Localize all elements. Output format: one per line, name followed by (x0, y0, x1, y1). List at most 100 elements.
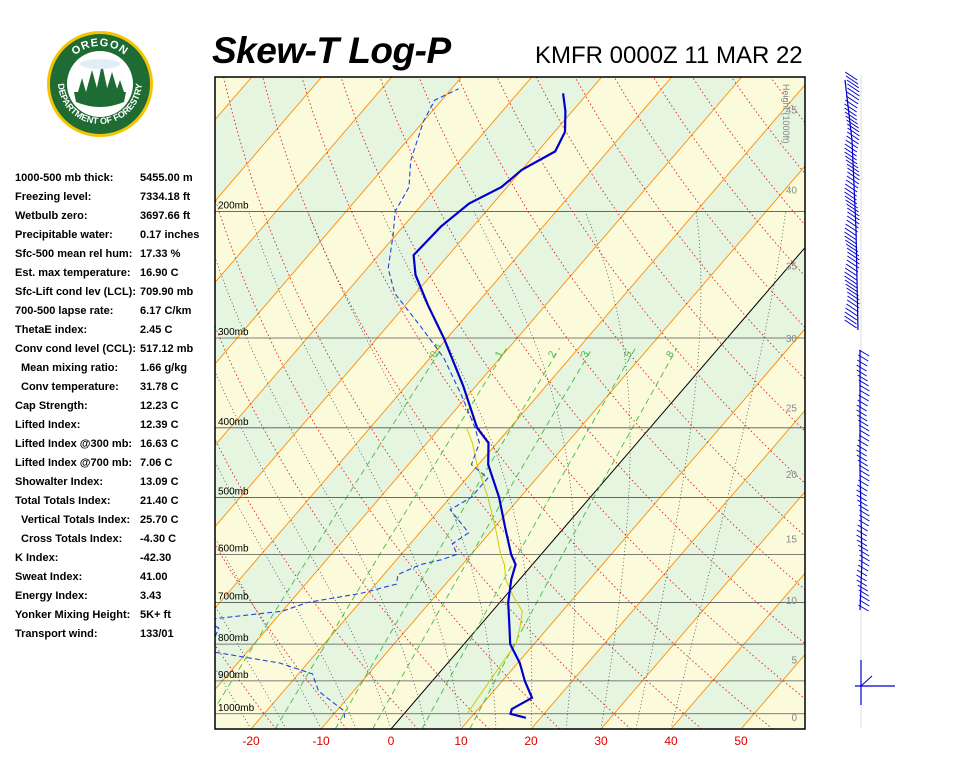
wind-barb-staff (844, 79, 859, 331)
isotherm-line (215, 77, 743, 691)
isotherm-band (321, 166, 805, 729)
index-row: Lifted Index: 12.39 C (15, 416, 225, 435)
wind-barb (847, 83, 860, 93)
wind-barb (846, 91, 860, 101)
wind-barb-column (844, 71, 895, 728)
mixing-ratio-label: 1 (493, 349, 506, 359)
index-row: Total Totals Index: 21.40 C (15, 492, 225, 511)
wind-barb (858, 434, 870, 442)
mixing-ratio-line (421, 347, 636, 729)
wind-barb (856, 529, 868, 537)
dry-adiabat (691, 77, 805, 226)
wind-barb (845, 263, 859, 273)
wind-barb (857, 544, 869, 552)
x-tick-label: -20 (242, 734, 260, 748)
wind-barb (846, 219, 859, 229)
wind-barb (844, 271, 857, 281)
dry-adiabat (301, 77, 774, 729)
dry-adiabat (379, 77, 805, 645)
index-label: 1000-500 mb thick: (15, 172, 114, 184)
index-label: Showalter Index: (15, 476, 104, 488)
wind-barb (846, 207, 860, 217)
index-row: Mean mixing ratio: 1.66 g/kg (15, 359, 225, 378)
dry-adiabat (652, 77, 805, 277)
dry-adiabat (418, 77, 805, 591)
index-row: Sfc-500 mean rel hum: 17.33 % (15, 245, 225, 264)
wind-barb (856, 579, 868, 587)
index-label: Est. max temperature: (15, 267, 131, 279)
index-label: Freezing level: (15, 191, 92, 203)
wind-barb (846, 135, 859, 145)
wind-barb (844, 279, 858, 289)
wind-barb (859, 599, 870, 607)
index-row: Est. max temperature: 16.90 C (15, 264, 225, 283)
isotherm-line (600, 491, 805, 729)
x-tick-label: 40 (664, 734, 678, 748)
dry-adiabat (535, 77, 805, 432)
index-label: Cap Strength: (15, 400, 88, 412)
height-tick-label: 20 (786, 470, 798, 481)
wind-barb (844, 71, 858, 81)
wind-barb (847, 167, 860, 177)
x-tick-label: -10 (312, 734, 330, 748)
wind-barb (857, 399, 868, 407)
wind-barb (845, 139, 858, 149)
moist-adiabat (248, 211, 462, 729)
wind-barb (857, 484, 868, 492)
wind-barb (857, 459, 869, 467)
wind-barb (856, 489, 867, 497)
height-tick-label: 10 (786, 596, 798, 607)
station-time-label: KMFR 0000Z 11 MAR 22 (535, 42, 803, 69)
wind-barb (847, 171, 860, 181)
pressure-label: 900mb (218, 670, 249, 681)
mixing-ratio-line (215, 347, 443, 709)
wind-barb (845, 223, 858, 233)
wind-barb (845, 95, 859, 105)
isotherm-line (460, 328, 805, 729)
wind-barb (845, 159, 859, 169)
moist-adiabat (381, 211, 533, 729)
index-value: 17.33 % (140, 248, 181, 260)
wind-barb (858, 504, 869, 512)
height-tick-label: 50 (786, 22, 798, 33)
plot-background (215, 77, 805, 729)
wind-barb (859, 389, 870, 397)
index-row: Energy Index: 3.43 (15, 587, 225, 606)
index-value: 31.78 C (140, 381, 179, 393)
wind-barb (858, 479, 869, 487)
index-row: Transport wind: 133/01 (15, 625, 225, 644)
x-tick-label: 20 (524, 734, 538, 748)
wind-barb (845, 307, 858, 317)
index-row: Conv temperature: 31.78 C (15, 378, 225, 397)
wind-barb (859, 469, 870, 477)
wind-barb (846, 303, 859, 313)
isotherm-line (320, 165, 805, 729)
mixing-ratio-label: 2 (546, 349, 559, 359)
wind-barb (845, 243, 859, 253)
wind-barb (847, 87, 860, 97)
wind-barb (846, 119, 859, 129)
wind-barb (846, 131, 860, 141)
index-value: 709.90 mb (140, 286, 194, 298)
isotherm-band (391, 247, 805, 729)
index-label: Conv cond level (CCL): (15, 343, 137, 355)
isotherm-band (215, 77, 805, 729)
wind-barb (858, 589, 870, 597)
wind-barb (846, 175, 860, 185)
wind-barb (845, 99, 858, 109)
index-value: 3.43 (140, 590, 162, 602)
wind-barb (845, 75, 859, 85)
wind-barb (844, 183, 858, 193)
wind-barb (857, 419, 869, 427)
index-row: ThetaE index: 2.45 C (15, 321, 225, 340)
wind-barb (846, 299, 860, 309)
index-label: Vertical Totals Index: (21, 514, 131, 526)
index-row: Lifted Index @300 mb: 16.63 C (15, 435, 225, 454)
wind-barb (847, 127, 860, 137)
index-row: Conv cond level (CCL): 517.12 mb (15, 340, 225, 359)
index-label: K Index: (15, 552, 59, 564)
mixing-ratio-line (469, 347, 678, 729)
isotherm-band (461, 328, 805, 729)
wind-barb (858, 464, 870, 472)
wind-barb (858, 519, 870, 527)
